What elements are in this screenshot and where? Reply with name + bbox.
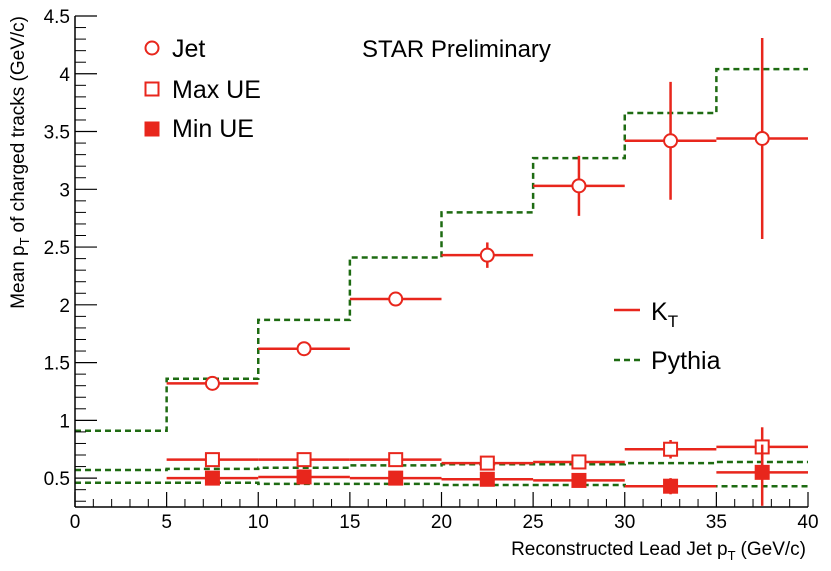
x-axis-title-main: Reconstructed Lead Jet p xyxy=(511,539,728,560)
legend-kt-main: K xyxy=(651,298,668,326)
x-axis-title-unit: (GeV/c) xyxy=(741,539,806,560)
point-maxue-0 xyxy=(204,452,220,468)
chart-banner: STAR Preliminary xyxy=(362,36,551,63)
point-maxue-2 xyxy=(388,452,404,468)
x-tick-label-7: 35 xyxy=(706,512,727,533)
point-jet-0 xyxy=(204,375,220,391)
pythia-curve-1 xyxy=(75,460,808,472)
point-maxue-4 xyxy=(571,454,587,470)
point-jet-3 xyxy=(479,247,495,263)
point-minue-5 xyxy=(663,478,679,494)
y-tick-label-5: 3 xyxy=(59,180,70,201)
point-minue-4 xyxy=(571,472,587,488)
x-axis-title-sub: T xyxy=(728,548,736,563)
point-jet-4 xyxy=(571,178,587,194)
y-axis-title: Mean pTof charged tracks (GeV/c) xyxy=(8,16,32,309)
x-tick-label-2: 10 xyxy=(248,512,269,533)
y-axis-title-sub: T xyxy=(17,237,32,245)
point-jet-2 xyxy=(388,291,404,307)
data-series xyxy=(166,37,808,506)
legend-minue-marker xyxy=(144,121,160,137)
point-minue-1 xyxy=(296,469,312,485)
y-tick-label-3: 2 xyxy=(59,296,70,317)
legend-markers: Jet Max UE Min UE xyxy=(144,35,261,143)
point-maxue-3 xyxy=(479,455,495,471)
x-tick-label-5: 25 xyxy=(523,512,544,533)
y-tick-label-2: 1.5 xyxy=(44,354,70,375)
x-tick-label-0: 0 xyxy=(70,512,81,533)
point-minue-6 xyxy=(754,464,770,480)
y-axis-title-rest: of charged tracks (GeV/c) xyxy=(8,16,29,232)
legend-maxue-label: Max UE xyxy=(172,76,261,104)
legend-kt-label: KT xyxy=(651,298,678,331)
x-tick-label-8: 40 xyxy=(797,512,818,533)
legend-maxue-marker xyxy=(144,81,160,97)
legend-pythia-label: Pythia xyxy=(651,347,721,375)
point-jet-5 xyxy=(663,133,679,149)
axes: 0 5 10 15 20 25 30 35 40 0.5 1 1.5 2 2.5 3 3.5 4 4.5 xyxy=(44,7,819,533)
x-tick-label-6: 30 xyxy=(614,512,635,533)
y-axis-title-main: Mean p xyxy=(8,245,29,308)
x-tick-label-1: 5 xyxy=(161,512,172,533)
legend-lines: KT Pythia xyxy=(614,298,721,375)
point-jet-6 xyxy=(754,130,770,146)
legend-jet-label: Jet xyxy=(172,35,205,63)
point-minue-2 xyxy=(388,470,404,486)
x-tick-label-4: 20 xyxy=(431,512,452,533)
legend-minue-label: Min UE xyxy=(172,115,254,143)
legend-jet-marker xyxy=(144,40,160,56)
point-jet-1 xyxy=(296,341,312,357)
legend-kt-sub: T xyxy=(668,312,678,331)
point-minue-0 xyxy=(204,470,220,486)
x-axis-title: Reconstructed Lead Jet pT (GeV/c) xyxy=(511,539,806,563)
point-maxue-1 xyxy=(296,452,312,468)
point-minue-3 xyxy=(479,471,495,487)
y-tick-label-6: 3.5 xyxy=(44,123,70,144)
y-tick-label-4: 2.5 xyxy=(44,238,70,259)
y-tick-label-1: 1 xyxy=(59,411,70,432)
y-tick-label-8: 4.5 xyxy=(44,7,70,28)
x-tick-label-3: 15 xyxy=(339,512,360,533)
y-tick-label-7: 4 xyxy=(59,65,70,86)
y-tick-label-0: 0.5 xyxy=(44,469,70,490)
point-maxue-5 xyxy=(663,441,679,457)
